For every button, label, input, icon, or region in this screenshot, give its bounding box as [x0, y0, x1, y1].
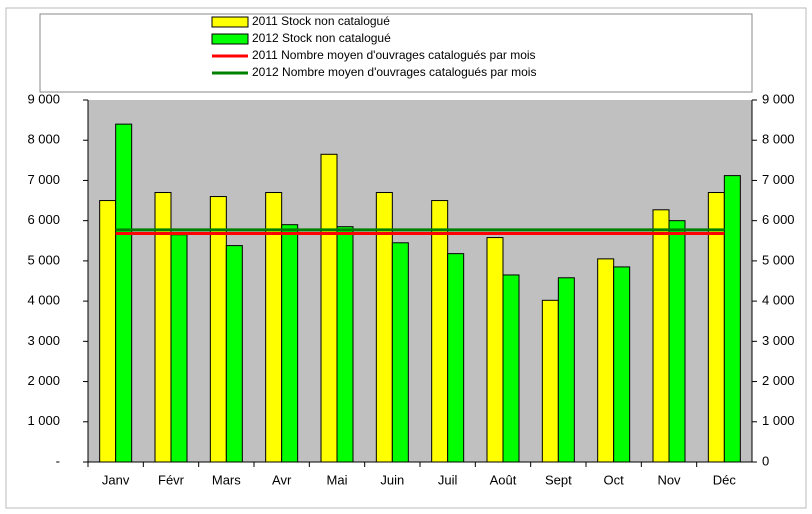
x-tick-label: Déc [713, 472, 737, 487]
y-tick-label: 1 000 [27, 413, 60, 428]
bar [115, 123, 133, 463]
legend-swatch [211, 33, 249, 45]
y2-tick-label: 7 000 [762, 172, 795, 187]
y-tick-label: 9 000 [27, 91, 60, 106]
bar [723, 175, 741, 463]
y2-tick-label: 9 000 [762, 91, 795, 106]
x-tick-label: Juil [438, 472, 458, 487]
bar [486, 237, 504, 463]
bar [99, 200, 117, 463]
bar [597, 258, 615, 463]
legend-label: 2011 Stock non catalogué [252, 14, 390, 28]
x-tick-label: Oct [604, 472, 625, 487]
legend-swatch [211, 16, 249, 28]
bar [170, 234, 188, 463]
x-tick-label: Sept [545, 472, 572, 487]
bar [652, 209, 670, 463]
bar [281, 224, 299, 463]
bar [541, 299, 559, 463]
bar [209, 196, 227, 463]
bar [336, 226, 354, 463]
bar [668, 220, 686, 463]
y2-tick-label: 0 [762, 453, 769, 468]
y-tick-label: 6 000 [27, 212, 60, 227]
bar [502, 274, 520, 463]
y-tick-label: 2 000 [27, 373, 60, 388]
legend-label: 2012 Nombre moyen d'ouvrages catalogués … [252, 65, 536, 79]
y-tick-label: 8 000 [27, 132, 60, 147]
y2-tick-label: 6 000 [762, 212, 795, 227]
bar [320, 153, 338, 463]
legend-box [39, 13, 753, 93]
plot-area [88, 100, 752, 462]
bar [613, 266, 631, 463]
y-tick-label: 4 000 [27, 293, 60, 308]
y-tick-label: - [56, 453, 60, 468]
legend-label: 2012 Stock non catalogué [252, 31, 391, 45]
y2-tick-label: 2 000 [762, 373, 795, 388]
y-tick-label: 7 000 [27, 172, 60, 187]
x-tick-label: Juin [380, 472, 404, 487]
legend-label: 2011 Nombre moyen d'ouvrages catalogués … [252, 48, 536, 62]
bar [557, 277, 575, 463]
x-tick-label: Févr [158, 472, 185, 487]
bar [391, 242, 409, 463]
y2-tick-label: 4 000 [762, 293, 795, 308]
y2-tick-label: 1 000 [762, 413, 795, 428]
bar [431, 200, 449, 463]
y2-tick-label: 5 000 [762, 252, 795, 267]
y-tick-label: 3 000 [27, 333, 60, 348]
y2-tick-label: 3 000 [762, 333, 795, 348]
bar [447, 253, 465, 463]
x-tick-label: Janv [102, 472, 130, 487]
y-tick-label: 5 000 [27, 252, 60, 267]
bar [225, 245, 243, 463]
x-tick-label: Mars [212, 472, 241, 487]
x-tick-label: Mai [327, 472, 348, 487]
y2-tick-label: 8 000 [762, 132, 795, 147]
x-tick-label: Août [490, 472, 517, 487]
x-tick-label: Avr [272, 472, 292, 487]
x-tick-label: Nov [657, 472, 681, 487]
